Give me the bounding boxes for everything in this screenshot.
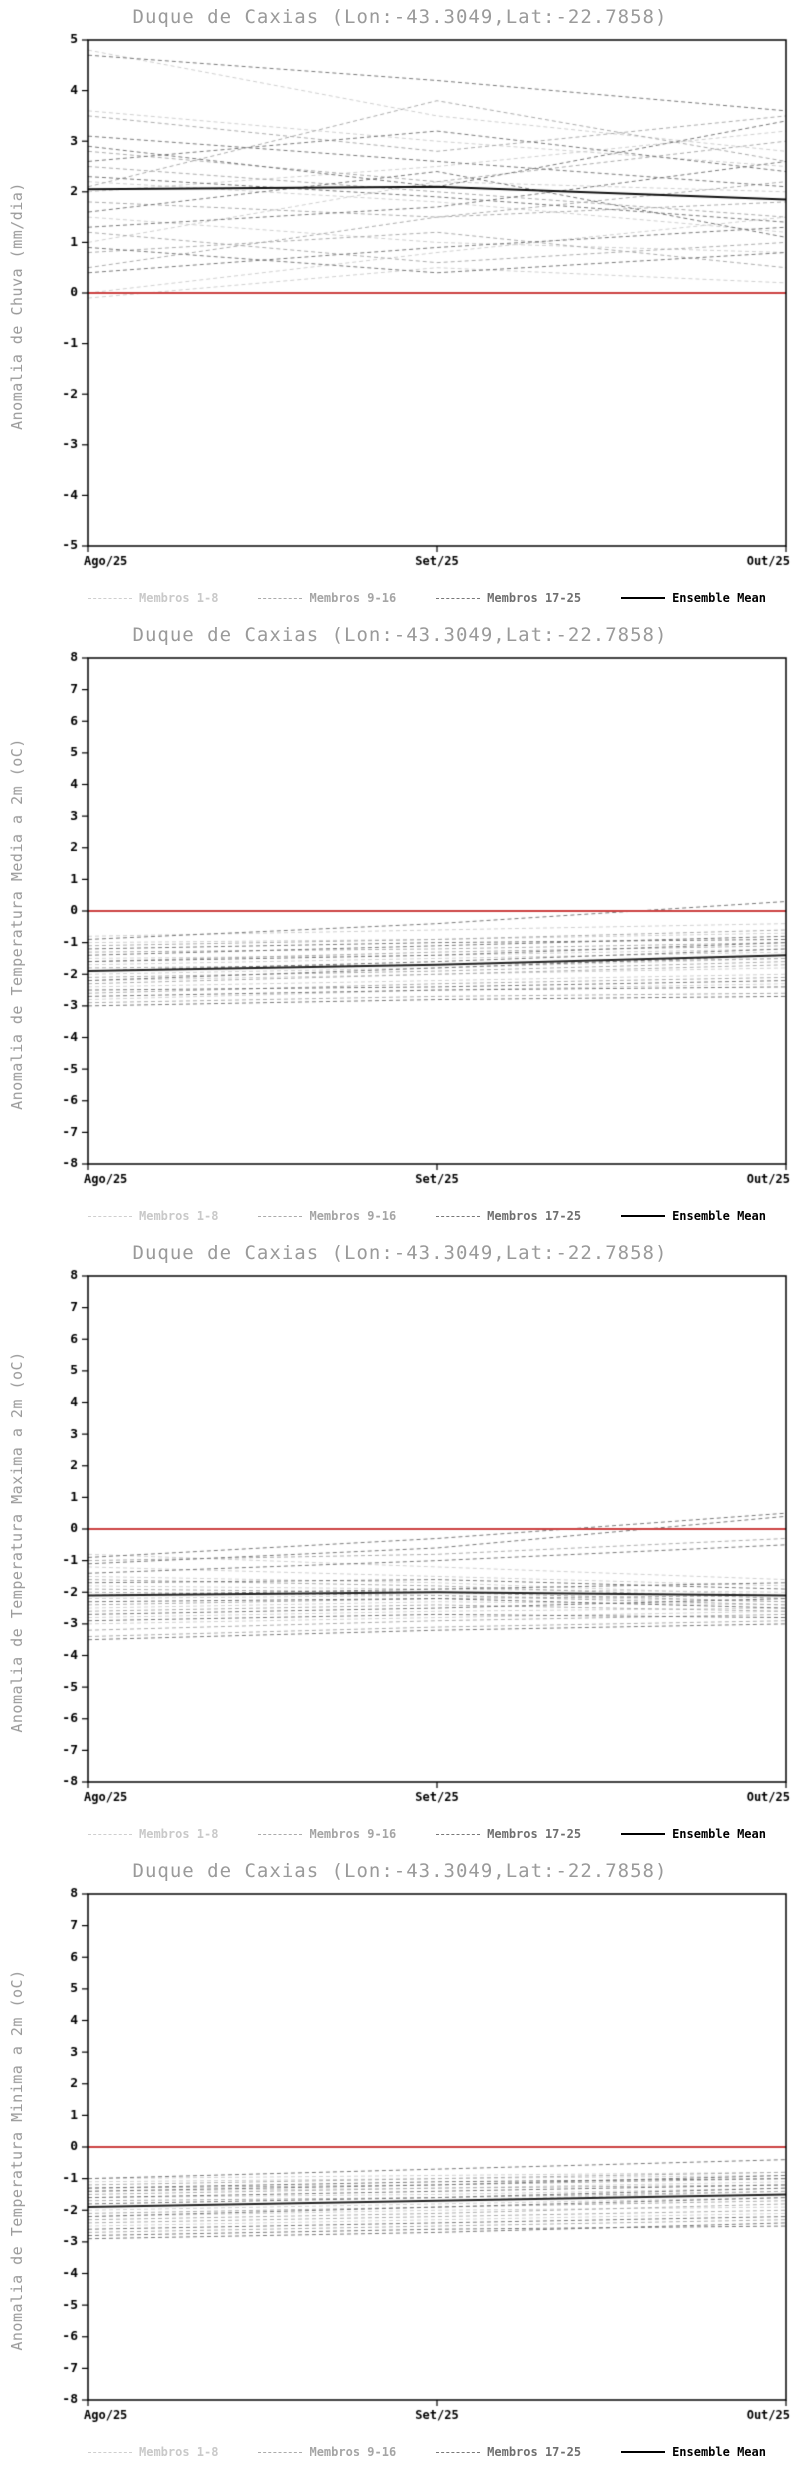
legend-line-sample: [436, 597, 481, 599]
legend-label: Membros 1-8: [139, 2445, 219, 2459]
legend-label: Membros 9-16: [309, 1209, 397, 1223]
legend-line-sample: [88, 597, 132, 599]
legend-item-membros-9-16: Membros 9-16: [258, 591, 396, 605]
y-axis-label: Anomalia de Temperatura Maxima a 2m (oC): [8, 1351, 26, 1733]
y-axis-label: Anomalia de Temperatura Media a 2m (oC): [8, 738, 26, 1110]
chart-legend: Membros 1-8 Membros 9-16 Membros 17-25 E…: [0, 1818, 800, 1850]
legend-line-sample: [436, 2451, 481, 2453]
legend-label: Membros 9-16: [309, 591, 397, 605]
y-axis-label: Anomalia de Chuva (mm/dia): [8, 182, 26, 430]
legend-line-sample: [258, 2451, 303, 2453]
legend-label: Membros 9-16: [309, 2445, 397, 2459]
legend-label: Ensemble Mean: [672, 591, 766, 605]
legend-line-sample: [88, 2451, 132, 2453]
legend-line-sample: [258, 597, 303, 599]
plot-area: Anomalia de Temperatura Media a 2m (oC): [0, 648, 800, 1200]
legend-label: Membros 9-16: [309, 1827, 397, 1841]
legend-item-membros-9-16: Membros 9-16: [258, 1209, 396, 1223]
legend-line-sample: [621, 2451, 666, 2453]
legend-label: Membros 17-25: [487, 2445, 582, 2459]
legend-line-sample: [258, 1215, 303, 1217]
legend-item-ensemble-mean: Ensemble Mean: [621, 1209, 766, 1223]
legend-item-ensemble-mean: Ensemble Mean: [621, 2445, 766, 2459]
legend-item-membros-1-8: Membros 1-8: [88, 1827, 218, 1841]
legend-item-ensemble-mean: Ensemble Mean: [621, 1827, 766, 1841]
legend-line-sample: [621, 597, 666, 599]
legend-line-sample: [258, 1833, 303, 1835]
legend-item-membros-17-25: Membros 17-25: [436, 1209, 581, 1223]
precip-anomaly-chart-panel: Duque de Caxias (Lon:-43.3049,Lat:-22.78…: [0, 0, 800, 618]
legend-item-membros-1-8: Membros 1-8: [88, 591, 218, 605]
legend-line-sample: [436, 1215, 481, 1217]
legend-label: Membros 1-8: [139, 1209, 219, 1223]
legend-item-membros-17-25: Membros 17-25: [436, 1827, 581, 1841]
legend-label: Ensemble Mean: [672, 2445, 766, 2459]
legend-label: Membros 1-8: [139, 591, 219, 605]
chart-canvas: [0, 648, 800, 1200]
legend-label: Ensemble Mean: [672, 1827, 766, 1841]
mean-temp-anomaly-chart-panel: Duque de Caxias (Lon:-43.3049,Lat:-22.78…: [0, 618, 800, 1236]
chart-canvas: [0, 30, 800, 582]
chart-title: Duque de Caxias (Lon:-43.3049,Lat:-22.78…: [132, 1242, 668, 1264]
legend-item-membros-1-8: Membros 1-8: [88, 1209, 218, 1223]
legend-label: Membros 17-25: [487, 1209, 582, 1223]
legend-item-membros-9-16: Membros 9-16: [258, 2445, 396, 2459]
chart-canvas: [0, 1884, 800, 2436]
legend-label: Membros 1-8: [139, 1827, 219, 1841]
chart-legend: Membros 1-8 Membros 9-16 Membros 17-25 E…: [0, 1200, 800, 1232]
chart-title: Duque de Caxias (Lon:-43.3049,Lat:-22.78…: [132, 624, 668, 646]
legend-item-membros-17-25: Membros 17-25: [436, 2445, 581, 2459]
chart-title: Duque de Caxias (Lon:-43.3049,Lat:-22.78…: [132, 1860, 668, 1882]
legend-line-sample: [88, 1215, 132, 1217]
legend-item-membros-1-8: Membros 1-8: [88, 2445, 218, 2459]
chart-legend: Membros 1-8 Membros 9-16 Membros 17-25 E…: [0, 582, 800, 614]
legend-line-sample: [436, 1833, 481, 1835]
legend-item-membros-9-16: Membros 9-16: [258, 1827, 396, 1841]
plot-area: Anomalia de Temperatura Minima a 2m (oC): [0, 1884, 800, 2436]
plot-area: Anomalia de Chuva (mm/dia): [0, 30, 800, 582]
chart-legend: Membros 1-8 Membros 9-16 Membros 17-25 E…: [0, 2436, 800, 2468]
legend-line-sample: [621, 1215, 666, 1217]
legend-line-sample: [621, 1833, 666, 1835]
chart-canvas: [0, 1266, 800, 1818]
legend-line-sample: [88, 1833, 132, 1835]
plot-area: Anomalia de Temperatura Maxima a 2m (oC): [0, 1266, 800, 1818]
y-axis-label: Anomalia de Temperatura Minima a 2m (oC): [8, 1969, 26, 2351]
max-temp-anomaly-chart-panel: Duque de Caxias (Lon:-43.3049,Lat:-22.78…: [0, 1236, 800, 1854]
legend-label: Membros 17-25: [487, 591, 582, 605]
legend-item-membros-17-25: Membros 17-25: [436, 591, 581, 605]
legend-label: Ensemble Mean: [672, 1209, 766, 1223]
min-temp-anomaly-chart-panel: Duque de Caxias (Lon:-43.3049,Lat:-22.78…: [0, 1854, 800, 2472]
chart-title: Duque de Caxias (Lon:-43.3049,Lat:-22.78…: [132, 6, 668, 28]
legend-item-ensemble-mean: Ensemble Mean: [621, 591, 766, 605]
legend-label: Membros 17-25: [487, 1827, 582, 1841]
